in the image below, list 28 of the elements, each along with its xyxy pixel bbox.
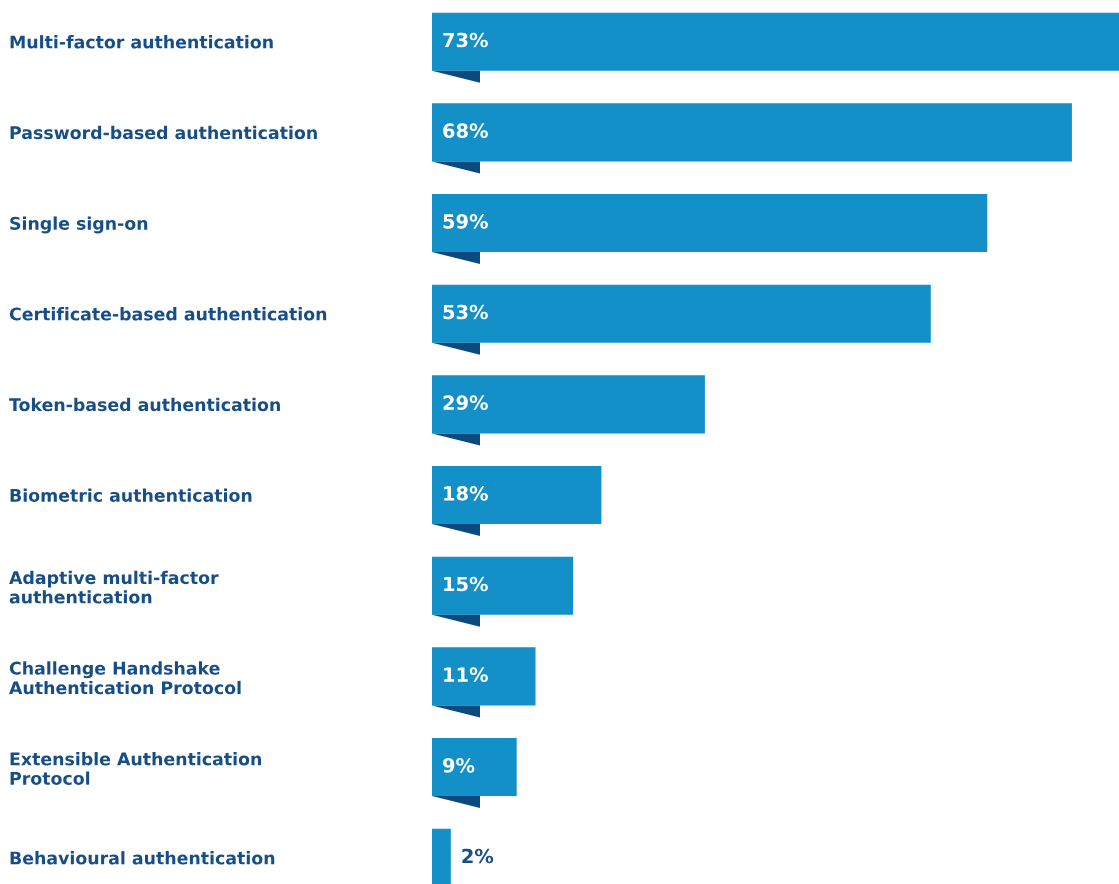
bar <box>432 647 536 706</box>
data-label: 11% <box>444 667 488 683</box>
y-tick-label: Challenge Handshake Authentication Protocol <box>9 661 241 695</box>
bar <box>432 12 1119 71</box>
data-label: 73% <box>443 32 488 48</box>
data-label: 53% <box>443 304 488 320</box>
y-tick-label: Token-based authentication <box>9 397 280 412</box>
y-tick-label: Password-based authentication <box>10 125 317 140</box>
y-tick-label: Certificate-based authentication <box>9 307 327 321</box>
y-tick-label: Biometric authentication <box>10 488 252 502</box>
bar <box>432 375 705 434</box>
y-tick-label: Behavioural authentication <box>10 851 275 865</box>
y-tick-label: Adaptive multi-factor authentication <box>9 570 219 604</box>
y-tick-label: Extensible Authentication Protocol <box>10 752 261 785</box>
y-tick-label: Single sign-on <box>10 216 148 234</box>
data-label: 2% <box>462 848 494 864</box>
data-label: 18% <box>444 485 488 501</box>
y-tick-label: Multi-factor authentication <box>10 35 273 49</box>
data-label: 68% <box>443 123 488 139</box>
bar <box>432 466 602 525</box>
data-label: 59% <box>443 213 488 229</box>
bar <box>432 103 1072 162</box>
bar <box>432 284 931 343</box>
bar <box>432 556 574 615</box>
data-label: 15% <box>444 576 488 592</box>
data-label: 29% <box>443 395 488 411</box>
bar <box>432 194 988 253</box>
data-label: 9% <box>443 757 475 773</box>
